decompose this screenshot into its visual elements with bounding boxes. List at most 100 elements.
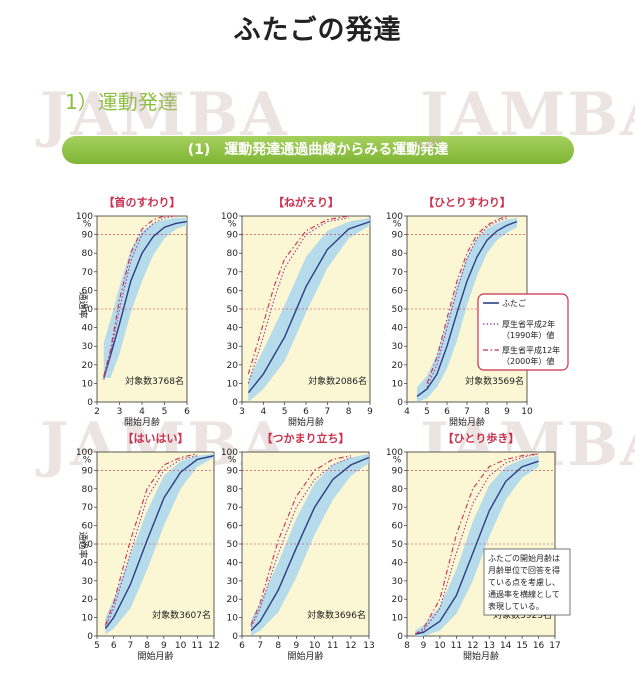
y-tick-label: 60	[392, 286, 404, 296]
x-tick-label: 15	[516, 641, 527, 651]
legend-label-y1990: （1990年）値	[502, 330, 554, 340]
y-tick-label: 100	[386, 212, 403, 222]
chart-4: 0 10 20 30 40 50 60 70 80 90 100% 5 6 7 8 9 10 11 12 開始月齢 【は…	[76, 432, 220, 662]
subtitle-bar: (1) 運動発達通過曲線からみる運動発達	[62, 136, 574, 164]
x-tick-label: 16	[533, 641, 545, 651]
y-tick-label: 90	[227, 466, 239, 476]
x-tick-label: 14	[500, 641, 512, 651]
y-percent-mark: %	[83, 455, 92, 465]
series-y2000	[250, 455, 352, 626]
x-tick-label: 13	[363, 641, 374, 651]
x-tick-label: 4	[139, 407, 145, 417]
y-tick-label: 0	[397, 632, 403, 642]
y-percent-mark: %	[393, 455, 402, 465]
y-tick-label: 60	[392, 522, 404, 532]
chart-1: 0 10 20 30 40 50 60 70 80 90 100% 2 3 4 5 6 開始月齢 【首のすわり】対…	[76, 195, 190, 428]
y-tick-label: 40	[227, 558, 239, 568]
y-tick-label: 80	[227, 485, 239, 495]
y-tick-label: 20	[227, 595, 239, 605]
legend-label-y1990: 厚生省平成2年	[502, 319, 555, 329]
x-tick-label: 9	[367, 407, 373, 417]
chart-title: 【つかまり立ち】	[262, 431, 350, 445]
sample-size-note: 対象数3607名	[152, 609, 211, 621]
x-axis-label: 開始月齢	[287, 650, 323, 662]
x-tick-label: 8	[144, 641, 150, 651]
y-tick-label: 100	[221, 212, 238, 222]
chart-2: 0 10 20 30 40 50 60 70 80 90 100% 3 4 5 6 7 8 9 開始月齢 【ねがえり】…	[221, 195, 373, 428]
y-tick-label: 10	[227, 614, 239, 624]
series-twins	[103, 220, 188, 379]
series-y2000	[103, 215, 176, 377]
x-tick-label: 7	[324, 407, 330, 417]
x-axis-label: 開始月齢	[288, 416, 324, 428]
series-twins	[415, 460, 539, 635]
x-tick-label: 9	[421, 641, 427, 651]
y-tick-label: 50	[392, 540, 404, 550]
annotation-line: 月齢単位で回答を得	[488, 565, 560, 575]
y-tick-label: 50	[82, 540, 94, 550]
y-percent-mark: %	[228, 219, 237, 229]
x-tick-label: 11	[192, 641, 203, 651]
confidence-band	[248, 217, 370, 402]
chart-title: 【はいはい】	[123, 432, 189, 445]
series-y1990	[414, 453, 539, 635]
y-tick-label: 30	[392, 342, 404, 352]
x-tick-label: 4	[260, 407, 266, 417]
x-tick-label: 10	[434, 641, 446, 651]
x-tick-label: 8	[275, 641, 281, 651]
y-axis-label: 通過率	[77, 291, 89, 318]
y-tick-label: 80	[392, 249, 404, 259]
sample-size-note: 対象数3569名	[465, 375, 524, 387]
confidence-band	[251, 453, 369, 636]
y-tick-label: 40	[82, 558, 94, 568]
x-tick-label: 8	[484, 407, 490, 417]
y-tick-label: 70	[227, 503, 239, 513]
y-tick-label: 0	[87, 398, 93, 408]
y-tick-label: 0	[232, 398, 238, 408]
y-tick-label: 50	[82, 305, 94, 315]
chart-6: 0 10 20 30 40 50 60 70 80 90 100% 8 9 10 11 12 13 14 15 16 1…	[386, 431, 561, 662]
y-tick-label: 70	[82, 268, 94, 278]
x-tick-label: 11	[451, 641, 462, 651]
y-tick-label: 30	[227, 342, 239, 352]
x-tick-label: 8	[404, 641, 410, 651]
x-tick-label: 3	[239, 407, 245, 417]
y-tick-label: 90	[82, 231, 94, 241]
x-axis-label: 開始月齢	[137, 650, 173, 662]
y-percent-mark: %	[83, 219, 92, 229]
y-tick-label: 60	[82, 522, 94, 532]
y-tick-label: 20	[227, 361, 239, 371]
annotation-line: ている点を考慮し、	[488, 577, 560, 587]
y-axis-label: 通過率	[77, 531, 89, 558]
x-tick-label: 9	[161, 641, 167, 651]
legend-label-twins: ふたご	[502, 298, 526, 308]
y-tick-label: 50	[227, 540, 239, 550]
y-percent-mark: %	[393, 219, 402, 229]
y-tick-label: 100	[221, 448, 238, 458]
x-tick-label: 5	[94, 641, 100, 651]
series-y2000	[104, 453, 198, 626]
chart-title: 【首のすわり】	[104, 195, 181, 209]
annotation-box	[483, 548, 571, 616]
x-tick-label: 6	[239, 641, 245, 651]
x-tick-label: 17	[549, 641, 560, 651]
y-tick-label: 80	[227, 249, 239, 259]
sample-size-note: 対象数3696名	[307, 609, 366, 621]
x-axis-label: 開始月齢	[463, 650, 499, 662]
x-tick-label: 10	[175, 641, 187, 651]
y-tick-label: 100	[76, 448, 93, 458]
annotation-line: 通過率を横線として	[488, 589, 560, 599]
chart-title: 【ひとりすわり】	[423, 196, 511, 209]
y-tick-label: 70	[392, 503, 404, 513]
annotation: ふたごの開始月齢は月齢単位で回答を得ている点を考慮し、通過率を横線として表現して…	[483, 548, 571, 616]
y-tick-label: 50	[392, 305, 404, 315]
series-y2000	[247, 215, 349, 375]
y-tick-label: 90	[392, 466, 404, 476]
x-tick-label: 7	[128, 641, 134, 651]
legend-label-y2000: 厚生省平成12年	[502, 345, 560, 355]
sample-size-note: 対象数2086名	[308, 375, 367, 387]
y-tick-label: 70	[392, 268, 404, 278]
y-tick-label: 90	[392, 231, 404, 241]
chart-title: 【ひとり歩き】	[443, 431, 520, 445]
